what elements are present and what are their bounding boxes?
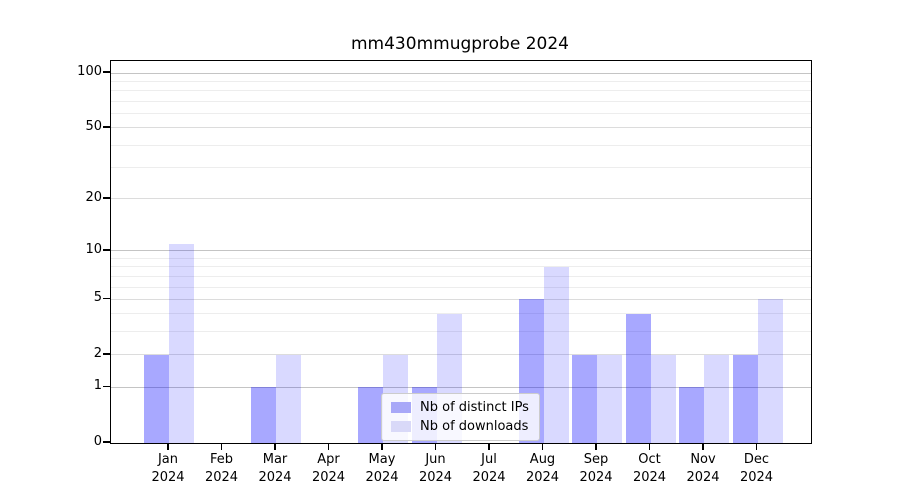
gridline-2 xyxy=(111,354,811,356)
bar-nov-downloads xyxy=(704,354,729,443)
x-tick-mark-jan xyxy=(167,443,169,450)
legend-item-downloads: Nb of downloads xyxy=(391,419,529,434)
y-tick-mark-1 xyxy=(103,385,110,388)
bar-mar-downloads xyxy=(276,354,301,443)
y-tick-mark-50 xyxy=(103,126,110,128)
gridline-10 xyxy=(111,250,811,252)
minor-gridline-3 xyxy=(111,331,811,333)
y-tick-mark-20 xyxy=(103,197,110,199)
bar-may-distinct-ips xyxy=(358,387,383,443)
y-tick-label-20: 20 xyxy=(85,189,102,205)
y-tick-label-0: 0 xyxy=(93,434,102,449)
gridline-1 xyxy=(111,386,811,388)
legend-swatch-distinct-ips xyxy=(391,402,411,413)
minor-gridline-6 xyxy=(111,286,811,288)
y-tick-label-50: 50 xyxy=(85,118,102,134)
gridline-20 xyxy=(111,198,811,200)
gridline-50 xyxy=(111,127,811,129)
minor-gridline-40 xyxy=(111,144,811,146)
y-tick-label-10: 10 xyxy=(85,241,102,257)
plot-area: Nb of distinct IPs Nb of downloads xyxy=(110,60,812,444)
y-tick-label-2: 2 xyxy=(93,345,102,361)
gridline-100 xyxy=(111,72,811,74)
minor-gridline-7 xyxy=(111,275,811,277)
x-tick-label-may: May 2024 xyxy=(365,452,399,485)
x-tick-mark-oct xyxy=(648,443,651,450)
x-tick-label-jul: Jul 2024 xyxy=(472,452,506,485)
minor-gridline-70 xyxy=(111,100,811,102)
y-tick-label-5: 5 xyxy=(93,290,102,306)
x-tick-mark-jun xyxy=(434,443,437,450)
bar-sep-downloads xyxy=(597,354,622,443)
bar-jan-downloads xyxy=(169,243,194,443)
x-tick-label-nov: Nov 2024 xyxy=(686,452,720,485)
bar-sep-distinct-ips xyxy=(572,354,597,443)
y-tick-mark-100 xyxy=(103,71,110,73)
x-tick-mark-mar xyxy=(274,443,276,450)
x-tick-mark-aug xyxy=(541,443,544,450)
y-tick-mark-10 xyxy=(103,249,110,251)
minor-gridline-90 xyxy=(111,80,811,82)
legend-item-distinct-ips: Nb of distinct IPs xyxy=(391,400,529,415)
minor-gridline-80 xyxy=(111,90,811,92)
gridline-5 xyxy=(111,298,811,300)
bar-oct-distinct-ips xyxy=(625,313,651,443)
x-tick-label-jun: Jun 2024 xyxy=(418,452,453,485)
x-tick-label-sep: Sep 2024 xyxy=(579,452,613,485)
minor-gridline-9 xyxy=(111,257,811,259)
minor-gridline-4 xyxy=(111,313,811,315)
y-tick-mark-2 xyxy=(103,353,110,355)
minor-gridline-30 xyxy=(111,167,811,169)
bar-dec-downloads xyxy=(757,299,783,443)
bar-aug-downloads xyxy=(543,266,569,443)
x-tick-mark-sep xyxy=(595,443,597,450)
x-tick-label-jan: Jan 2024 xyxy=(151,452,185,485)
x-tick-label-dec: Dec 2024 xyxy=(739,452,774,485)
x-tick-mark-apr xyxy=(327,443,330,450)
bar-jan-distinct-ips xyxy=(144,354,169,443)
bar-nov-distinct-ips xyxy=(679,387,704,443)
bar-oct-downloads xyxy=(650,354,676,443)
legend-label-downloads: Nb of downloads xyxy=(420,419,529,434)
legend: Nb of distinct IPs Nb of downloads xyxy=(381,393,540,441)
x-tick-mark-dec xyxy=(755,443,758,450)
chart-title: mm430mmugprobe 2024 xyxy=(351,34,569,54)
x-tick-mark-jul xyxy=(488,443,490,450)
x-tick-mark-may xyxy=(381,443,383,450)
x-tick-label-aug: Aug 2024 xyxy=(525,452,560,485)
legend-label-distinct-ips: Nb of distinct IPs xyxy=(420,400,529,415)
y-tick-label-100: 100 xyxy=(77,64,102,79)
minor-gridline-60 xyxy=(111,112,811,114)
x-tick-mark-nov xyxy=(702,443,704,450)
bar-dec-distinct-ips xyxy=(732,354,758,443)
x-tick-label-feb: Feb 2024 xyxy=(204,452,239,485)
minor-gridline-8 xyxy=(111,266,811,268)
y-tick-mark-0 xyxy=(103,441,110,443)
x-tick-label-mar: Mar 2024 xyxy=(258,452,292,485)
y-tick-label-1: 1 xyxy=(93,378,102,394)
legend-swatch-downloads xyxy=(391,421,411,432)
y-tick-mark-5 xyxy=(103,297,110,300)
x-tick-label-apr: Apr 2024 xyxy=(311,452,346,485)
x-tick-label-oct: Oct 2024 xyxy=(632,452,667,485)
bar-mar-distinct-ips xyxy=(251,387,276,443)
x-tick-mark-feb xyxy=(220,443,223,450)
